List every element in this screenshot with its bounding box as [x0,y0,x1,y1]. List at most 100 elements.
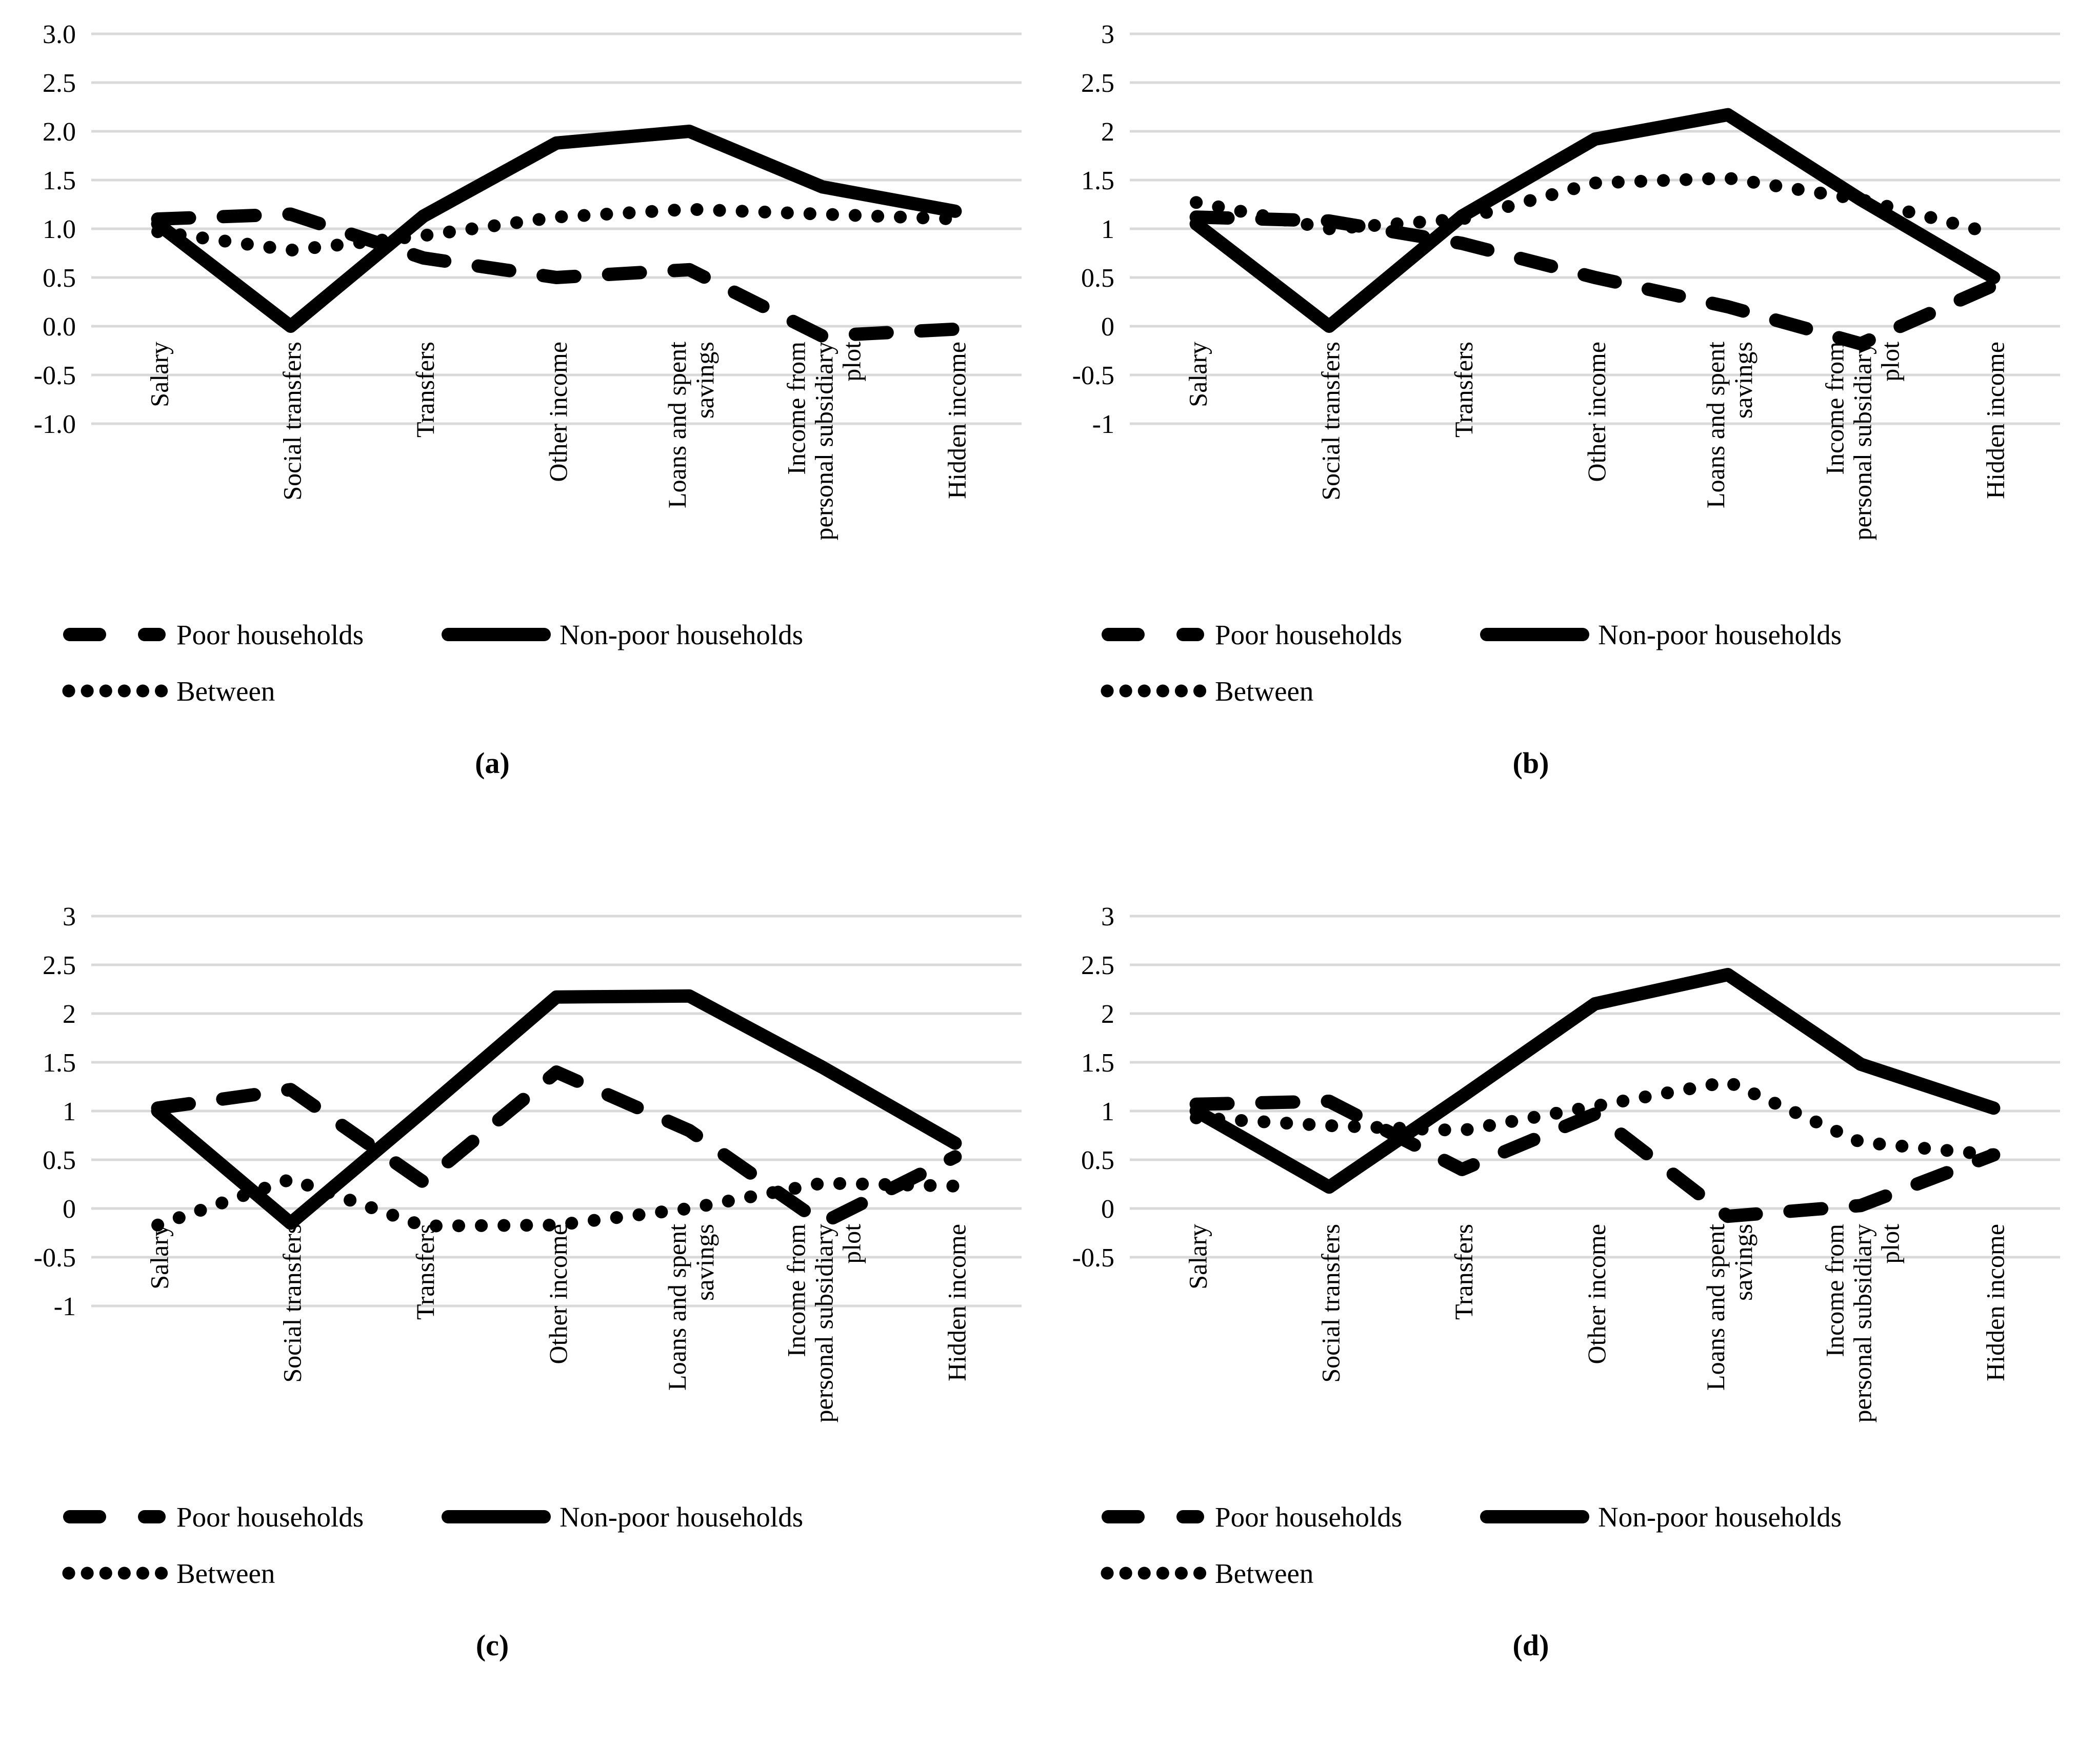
x-axis-category-label: Hidden income [942,342,971,499]
y-axis-tick-label: 1.5 [43,166,76,195]
x-axis-category-label: Social transfers [1316,342,1345,501]
dotted-line-sample-icon [62,684,168,698]
x-axis-category-label: Transfers [1449,1224,1478,1320]
solid-series-line-non-poor-households [151,125,962,333]
legend-label-poor: Poor households [176,619,364,650]
y-axis-tick-label: -0.5 [34,361,76,390]
legend-label-between: Between [1215,675,1314,707]
solid-series-line-non-poor-households [1189,108,2001,333]
solid-line-sample-icon [442,1510,551,1523]
x-axis-category-label: Loans and spentsavings [663,342,719,508]
y-axis-tick-label: -1 [54,1292,76,1321]
solid-series-line-non-poor-households [151,989,962,1230]
y-axis-tick-label: 2 [63,1000,76,1029]
legend-label-between: Between [176,675,275,707]
legend-label-poor: Poor households [1215,1501,1403,1533]
y-axis-tick-label: 2 [1101,1000,1114,1029]
y-axis-tick-label: -0.5 [34,1243,76,1273]
y-axis-tick-label: 2 [1101,117,1114,147]
x-axis-category-label: Hidden income [942,1224,971,1381]
y-axis-tick-label: 3 [63,902,76,931]
y-axis-tick-label: 0.0 [43,312,76,342]
y-axis-tick-label: 2.5 [1081,69,1114,98]
x-axis-category-label: Salary [145,1224,174,1290]
y-axis-tick-label: 0.5 [1081,1146,1114,1175]
y-axis-tick-label: -0.5 [1072,361,1114,390]
legend-label-between: Between [176,1557,275,1589]
y-axis-tick-label: 1 [1101,1097,1114,1126]
legend-item-nonpoor: Non-poor households [1480,1501,1842,1533]
x-axis-category-label: Salary [1184,1224,1212,1290]
panel-c: 3 2.5 2 1.5 1 0.5 0 -0.5 -1 Salary Social transfer… [0,882,1038,1764]
y-axis-tick-label: 1.5 [1081,166,1114,195]
x-axis-category-label: Social transfers [278,342,307,501]
y-axis-tick-label: 0.5 [43,1146,76,1175]
y-axis-tick-label: 1 [63,1097,76,1126]
x-axis-category-label: Loans and spentsavings [1701,1224,1758,1391]
y-axis-tick-label: 0 [1101,312,1114,342]
dashed-series-line-poor-households [1189,1095,2001,1223]
x-axis-category-label: Other income [544,342,572,482]
panel-letter-c: (c) [475,1629,509,1662]
x-axis-category-label: Salary [1184,342,1212,407]
legend-label-poor: Poor households [1215,619,1403,650]
dotted-series-line-between [151,203,962,257]
legend-item-between: Between [61,1557,441,1590]
x-axis-category-label: Transfers [411,1224,440,1320]
line-chart-b: 3 2.5 2 1.5 1 0.5 0 -0.5 -1 Salary Social transfer… [1072,20,2060,541]
y-axis-tick-label: 0.5 [43,264,76,293]
legend-label-nonpoor: Non-poor households [1598,1501,1842,1533]
x-axis-category-label: Income frompersonal subsidiaryplot [782,1224,866,1423]
solid-line-sample-icon [1480,1510,1589,1523]
x-axis-category-label: Income frompersonal subsidiaryplot [1820,1224,1904,1423]
legend-item-poor: Poor households [1099,619,1480,651]
y-axis-tick-label: 1.0 [43,215,76,244]
dotted-series-line-between [1190,171,2000,240]
panel-letter-d: (d) [1512,1629,1549,1662]
x-axis-category-label: Other income [544,1224,572,1364]
x-axis-category-label: Social transfers [1316,1224,1345,1383]
line-chart-d: 3 2.5 2 1.5 1 0.5 0 -0.5 Salary Social transfers T… [1072,902,2060,1423]
y-axis-tick-label: 0.5 [1081,264,1114,293]
y-axis-tick-label: 3.0 [43,20,76,49]
y-axis-tick-label: 2.5 [43,69,76,98]
dotted-line-sample-icon [62,1567,168,1580]
dotted-series-line-between [1190,1075,2000,1161]
legend-c: Poor households Non-poor households Betw… [61,1489,1038,1601]
panel-letter-a: (a) [475,746,510,780]
y-axis-tick-label: -1.0 [34,410,76,439]
y-axis-tick-label: 1 [1101,215,1114,244]
panel-d: 3 2.5 2 1.5 1 0.5 0 -0.5 Salary Social transfers T… [1038,882,2077,1764]
legend-item-poor: Poor households [61,619,441,651]
legend-label-nonpoor: Non-poor households [560,1501,804,1533]
solid-series-line-non-poor-households [1189,968,2001,1194]
panel-b: 3 2.5 2 1.5 1 0.5 0 -0.5 -1 Salary Social transfer… [1038,0,2077,882]
legend-d: Poor households Non-poor households Betw… [1099,1489,2077,1601]
solid-line-sample-icon [442,628,551,641]
x-axis-category-label: Other income [1582,1224,1611,1364]
legend-item-nonpoor: Non-poor households [1480,619,1842,651]
dotted-series-line-between [151,1173,962,1233]
legend-label-nonpoor: Non-poor households [1598,619,1842,650]
y-axis-tick-label: -0.5 [1072,1243,1114,1273]
x-axis-category-label: Loans and spentsavings [663,1224,719,1391]
dashed-line-sample-icon [63,628,166,641]
legend-item-poor: Poor households [1099,1501,1480,1533]
legend-item-poor: Poor households [61,1501,441,1533]
solid-line-sample-icon [1480,628,1589,641]
dashed-line-sample-icon [63,1510,166,1523]
line-chart-c: 3 2.5 2 1.5 1 0.5 0 -0.5 -1 Salary Social transfer… [34,902,1022,1423]
legend-item-between: Between [1099,1557,1480,1590]
y-axis-tick-label: 2.5 [1081,951,1114,980]
dashed-series-line-poor-households [1189,210,2001,351]
dashed-line-sample-icon [1102,1510,1204,1523]
legend-a: Poor households Non-poor households Betw… [61,606,1038,719]
dashed-series-line-poor-households [151,1065,962,1230]
y-axis-tick-label: 2.0 [43,117,76,147]
dotted-line-sample-icon [1101,1567,1207,1580]
panel-a: 3.0 2.5 2.0 1.5 1.0 0.5 0.0 -0.5 -1.0 Salary Socia… [0,0,1038,882]
x-axis-category-label: Income frompersonal subsidiaryplot [1820,342,1904,541]
legend-item-between: Between [1099,675,1480,707]
y-axis-tick-label: 1.5 [43,1048,76,1078]
y-axis-tick-label: 3 [1101,20,1114,49]
